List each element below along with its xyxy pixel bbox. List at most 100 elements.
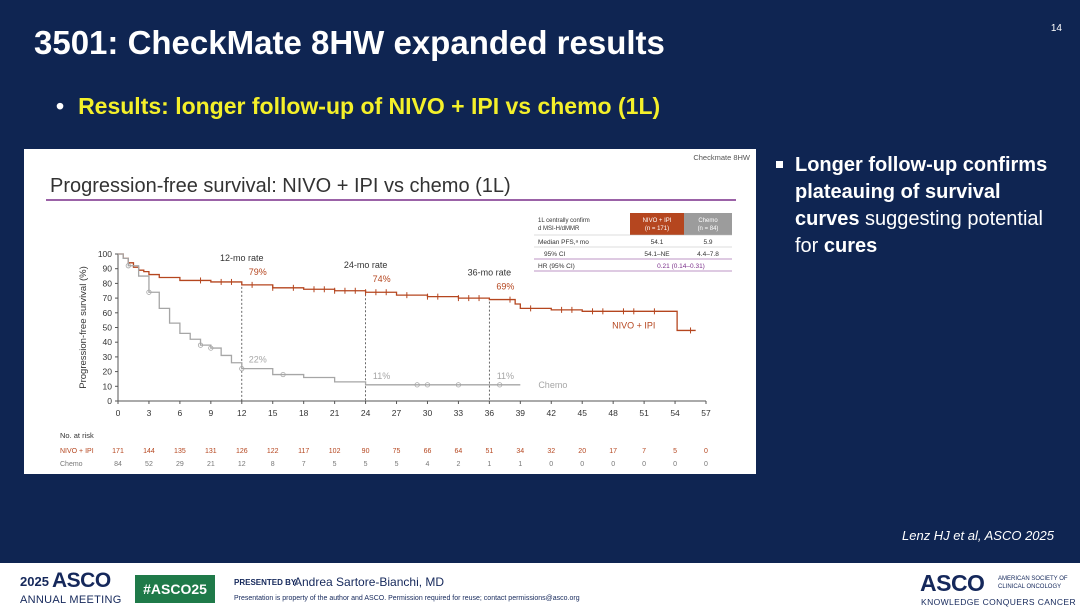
table-cell: 95% CI [544,251,566,258]
y-tick-label: 0 [107,396,112,406]
y-tick-label: 80 [103,278,113,288]
table-header-text: d MSI-H/dMMR [538,226,580,232]
at-risk-value: 5 [673,448,677,455]
at-risk-value: 7 [302,461,306,468]
side-bullet-normal: suggesting potential for [795,208,1043,257]
at-risk-value: 0 [704,448,708,455]
at-risk-value: 0 [673,461,677,468]
at-risk-value: 117 [298,448,309,455]
at-risk-value: 0 [580,461,584,468]
at-risk-value: 0 [642,461,646,468]
slide-title: 3501: CheckMate 8HW expanded results [34,24,665,61]
asco-tagline: KNOWLEDGE CONQUERS CANCER [921,597,1076,607]
chart-title: Progression-free survival: NIVO + IPI vs… [50,175,511,197]
side-bullet-bold-2: cures [823,235,878,257]
x-tick-label: 21 [330,408,340,418]
at-risk-value: 0 [549,461,553,468]
at-risk-value: 144 [143,448,155,455]
meeting-asco-logo: ASCO [52,569,111,592]
table-cell: Median PFS,ᵃ mo [538,239,589,246]
at-risk-value: 29 [176,461,184,468]
x-tick-label: 27 [392,408,402,418]
y-tick-label: 90 [103,264,113,274]
x-tick-label: 24 [361,408,371,418]
x-tick-label: 48 [608,408,618,418]
at-risk-value: 5 [333,461,337,468]
at-risk-value: 102 [329,448,341,455]
x-tick-label: 39 [516,408,526,418]
x-tick-label: 33 [454,408,464,418]
x-tick-label: 54 [670,408,680,418]
side-bullet-text: Longer follow-up confirms plateauing of … [795,152,1066,260]
permission-note: Presentation is property of the author a… [234,595,580,602]
table-cell: 4.4–7.8 [697,251,719,258]
results-bullet: • Results: longer follow-up of NIVO + IPI… [56,93,660,120]
chemo-censor-mark [455,382,462,388]
chemo-series-label: Chemo [538,380,567,390]
chemo-curve [118,253,521,386]
at-risk-value: 1 [487,461,491,468]
results-bullet-text: Results: longer follow-up of NIVO + IPI … [78,93,661,119]
y-tick-label: 30 [103,352,113,362]
at-risk-value: 126 [236,448,248,455]
at-risk-value: 90 [362,448,370,455]
landmark-label: 12-mo rate [220,253,264,263]
landmark-label: 36-mo rate [468,268,512,278]
landmark-nivo-rate: 69% [496,282,514,292]
at-risk-value: 1 [518,461,522,468]
table-header-text: 1L centrally confirm [538,218,590,224]
x-tick-label: 42 [547,408,557,418]
x-tick-label: 0 [116,408,121,418]
chemo-censor-mark [146,289,152,295]
at-risk-value: 21 [207,461,215,468]
at-risk-value: 66 [424,448,432,455]
x-tick-label: 12 [237,408,247,418]
at-risk-value: 7 [642,448,646,455]
at-risk-value: 32 [547,448,555,455]
at-risk-title: No. at risk [60,431,94,440]
at-risk-value: 20 [578,448,586,455]
y-tick-label: 60 [103,308,113,318]
at-risk-value: 122 [267,448,279,455]
table-header-cell [630,213,684,235]
square-bullet-icon [776,161,783,168]
chemo-censor-mark [280,371,286,378]
at-risk-value: 131 [205,448,217,455]
presenter-name: Andrea Sartore-Bianchi, MD [294,575,445,589]
y-axis-label: Progression-free survival (%) [78,266,89,388]
at-risk-value: 51 [485,448,493,455]
at-risk-value: 17 [609,448,617,455]
nivo-ipi-series-label: NIVO + IPI [612,320,655,330]
x-tick-label: 36 [485,408,495,418]
chemo-censor-mark [208,345,214,351]
footer: 2025 ASCO ANNUAL MEETING #ASCO25 PRESENT… [0,563,1080,615]
at-risk-value: 84 [114,461,122,468]
chemo-censor-mark [125,263,131,269]
at-risk-value: 8 [271,461,275,468]
table-header-text: (n = 171) [645,226,669,232]
at-risk-value: 0 [611,461,615,468]
page-number: 14 [1050,23,1062,34]
hashtag-badge: #ASCO25 [135,575,215,603]
y-tick-label: 20 [103,367,113,377]
table-header-text: (n = 84) [698,226,719,232]
at-risk-value: 12 [238,461,246,468]
at-risk-value: 34 [516,448,524,455]
table-cell-hr: 0.21 (0.14–0.31) [657,263,705,270]
at-risk-value: 5 [395,461,399,468]
y-tick-label: 10 [103,381,113,391]
x-tick-label: 18 [299,408,309,418]
side-bullet: Longer follow-up confirms plateauing of … [776,152,1066,260]
at-risk-value: 75 [393,448,401,455]
y-tick-label: 50 [103,323,113,333]
table-cell: 54.1–NE [644,251,670,258]
at-risk-value: 135 [174,448,186,455]
table-header-text: NIVO + IPI [643,218,672,224]
x-tick-label: 15 [268,408,278,418]
chemo-censor-mark [239,366,245,372]
table-cell: 5.9 [703,239,712,246]
chemo-censor-mark [424,382,431,388]
y-tick-label: 70 [103,293,113,303]
at-risk-value: 64 [455,448,463,455]
chemo-censor-mark [497,382,503,388]
